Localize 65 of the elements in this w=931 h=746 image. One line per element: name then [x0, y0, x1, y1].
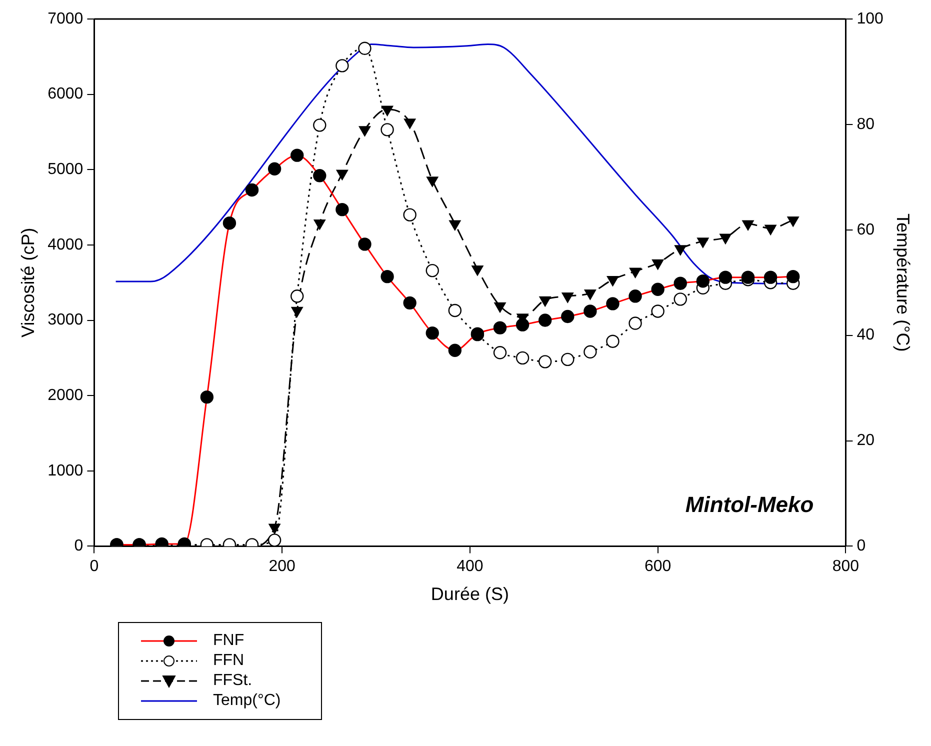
legend-label: FNF: [213, 632, 244, 650]
point: [516, 351, 530, 365]
point: [787, 216, 799, 227]
y2-tick-label: 100: [856, 10, 884, 28]
point: [314, 220, 326, 230]
y-tick-label: 0: [74, 538, 84, 555]
point: [697, 238, 709, 248]
point: [562, 292, 574, 303]
point: [720, 234, 732, 244]
point: [651, 304, 664, 318]
point: [742, 220, 754, 230]
point: [403, 208, 416, 222]
point: [336, 170, 348, 180]
legend-label: FFSt.: [213, 672, 252, 690]
point: [494, 302, 506, 313]
y-tick-label: 3000: [48, 312, 84, 329]
point: [290, 290, 304, 303]
x-tick-label: 600: [644, 558, 672, 576]
y-tick-label: 5000: [48, 161, 84, 178]
point: [606, 334, 620, 348]
legend-label: FFN: [213, 652, 244, 670]
point: [538, 355, 552, 368]
y-tick-label: 1000: [48, 462, 84, 480]
y2-axis-title: Température (°C): [893, 213, 914, 352]
y-tick-label: 2000: [48, 386, 84, 404]
point: [493, 346, 507, 360]
point: [606, 276, 619, 286]
y2-tick-label: 0: [856, 538, 866, 555]
point: [764, 224, 776, 235]
point: [539, 296, 551, 307]
y2-tick-label: 60: [856, 221, 875, 238]
point: [268, 534, 282, 546]
y-tick-label: 4000: [48, 236, 84, 254]
x-tick-label: 0: [90, 558, 99, 576]
x-axis-title: Durée (S): [430, 584, 509, 604]
y-axis-title: Viscosité (cP): [18, 228, 38, 338]
point: [584, 345, 597, 358]
point: [674, 292, 687, 306]
y-tick-label: 7000: [48, 10, 84, 28]
point: [358, 126, 371, 136]
x-tick-label: 200: [268, 558, 296, 576]
point: [404, 118, 416, 129]
point: [449, 220, 461, 230]
point: [674, 245, 686, 256]
point: [652, 259, 664, 270]
legend-label: Temp(°C): [213, 692, 281, 710]
point: [313, 118, 326, 132]
point: [628, 316, 642, 330]
point: [426, 264, 439, 278]
point: [426, 176, 438, 187]
point: [448, 304, 462, 318]
point: [381, 106, 394, 116]
point: [629, 268, 642, 278]
point: [291, 306, 303, 318]
y2-tick-label: 20: [856, 432, 875, 450]
point: [561, 352, 574, 366]
annotation: Mintol-Meko: [685, 492, 814, 518]
y2-tick-label: 80: [856, 116, 875, 133]
point: [380, 123, 394, 136]
y-tick-label: 6000: [48, 86, 84, 103]
point: [472, 265, 484, 276]
y2-tick-label: 40: [856, 326, 875, 344]
point: [584, 290, 596, 300]
x-tick-label: 400: [456, 558, 484, 576]
x-tick-label: 800: [832, 558, 860, 576]
